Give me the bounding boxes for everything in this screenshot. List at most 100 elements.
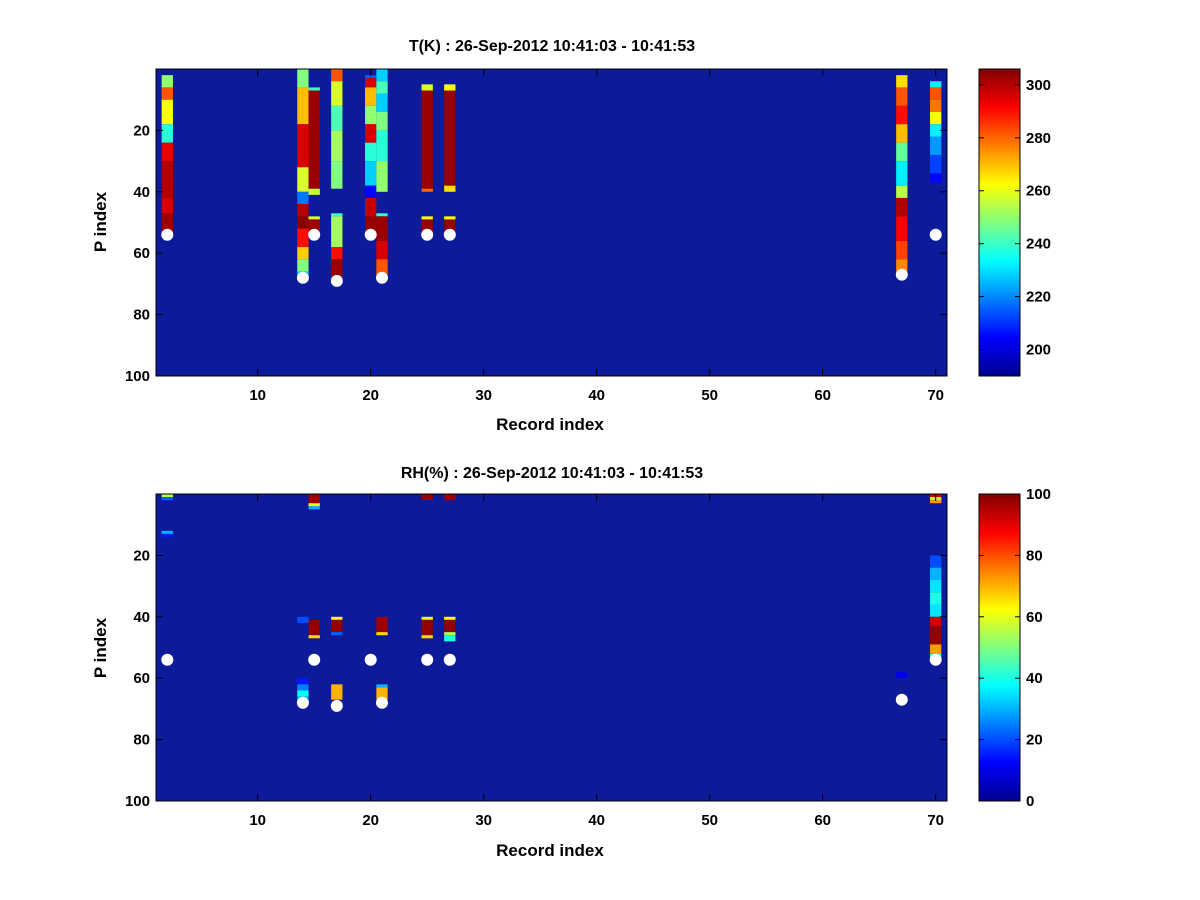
heatmap-cell	[896, 75, 908, 88]
heatmap-cell	[161, 533, 173, 537]
relative-humidity-cells	[161, 494, 942, 703]
heatmap-cell	[161, 87, 173, 100]
heatmap-cell	[376, 69, 388, 82]
heatmap-cell	[444, 616, 456, 620]
colorbar-tick-label: 280	[1026, 130, 1051, 147]
heatmap-cell	[930, 81, 942, 88]
colorbar-tick-label: 300	[1026, 77, 1051, 94]
x-tick-label: 20	[362, 387, 379, 404]
heatmap-cell	[297, 690, 309, 697]
x-tick-label: 50	[701, 812, 718, 829]
heatmap-cell	[896, 161, 908, 186]
heatmap-cell	[331, 81, 343, 106]
surface-marker	[421, 228, 434, 241]
heatmap-cell	[331, 247, 343, 260]
heatmap-cell	[896, 105, 908, 125]
heatmap-cell	[930, 111, 942, 125]
heatmap-cell	[365, 75, 377, 79]
heatmap-cell	[161, 161, 173, 198]
x-tick-label: 20	[362, 812, 379, 829]
surface-marker	[161, 653, 174, 666]
surface-marker	[330, 699, 343, 712]
x-tick-label: 50	[701, 387, 718, 404]
heatmap-cell	[161, 75, 173, 88]
temperature-y-ticks: 20 40 60 80 100	[125, 122, 947, 385]
heatmap-cell	[308, 506, 320, 510]
heatmap-cell	[161, 142, 173, 162]
heatmap-cell	[297, 191, 309, 205]
temperature-plot-area	[156, 69, 947, 376]
heatmap-cell	[421, 216, 433, 220]
surface-marker	[376, 271, 388, 284]
heatmap-cell	[930, 592, 942, 605]
relative-humidity-panel: RH(%) : 26-Sep-2012 10:41:03 - 10:41:53 …	[91, 465, 1051, 860]
heatmap-cell	[444, 84, 456, 91]
heatmap-cell	[365, 216, 377, 235]
heatmap-cell	[930, 136, 942, 155]
heatmap-cell	[308, 619, 320, 636]
heatmap-cell	[331, 619, 343, 633]
surface-marker	[376, 696, 388, 709]
heatmap-cell	[365, 161, 377, 186]
surface-marker	[443, 653, 456, 666]
surface-marker	[895, 693, 908, 706]
heatmap-cell	[331, 161, 343, 189]
heatmap-cell	[930, 579, 942, 593]
heatmap-cell	[896, 197, 908, 217]
colorbar-tick-label: 240	[1026, 236, 1051, 253]
heatmap-cell	[161, 99, 173, 125]
heatmap-cell	[376, 130, 388, 162]
colorbar-tick-label: 100	[1026, 486, 1051, 503]
heatmap-cell	[444, 632, 456, 636]
heatmap-cell	[308, 219, 320, 235]
heatmap-cell	[331, 213, 343, 217]
heatmap-cell	[421, 90, 433, 189]
heatmap-cell	[930, 604, 942, 617]
heatmap-cell	[365, 185, 377, 198]
temperature-cells	[161, 69, 942, 278]
heatmap-cell	[161, 213, 173, 232]
heatmap-cell	[297, 216, 309, 229]
heatmap-cell	[896, 240, 908, 260]
heatmap-cell	[376, 161, 388, 192]
heatmap-cell	[297, 684, 309, 691]
temperature-colorbar: 200 220 240 260 280 300	[978, 68, 1051, 377]
heatmap-cell	[930, 555, 942, 568]
heatmap-cell	[331, 69, 343, 82]
colorbar-tick-label: 0	[1026, 793, 1034, 810]
heatmap-cell	[331, 616, 343, 620]
heatmap-cell	[421, 616, 433, 620]
heatmap-cell	[930, 616, 942, 627]
heatmap-cell	[444, 185, 456, 192]
heatmap-cell	[421, 188, 433, 192]
heatmap-cell	[297, 124, 309, 168]
heatmap-cell	[376, 240, 388, 260]
surface-marker	[161, 228, 174, 241]
x-tick-label: 30	[475, 812, 492, 829]
heatmap-cell	[930, 124, 942, 137]
heatmap-cell	[376, 216, 388, 241]
heatmap-cell	[331, 684, 343, 700]
heatmap-cell	[331, 130, 343, 162]
heatmap-cell	[444, 90, 456, 186]
colorbar-tick-label: 220	[1026, 289, 1051, 306]
temperature-y-label: P index	[91, 191, 110, 252]
temperature-panel: T(K) : 26-Sep-2012 10:41:03 - 10:41:53 1…	[91, 38, 1051, 434]
surface-marker	[929, 653, 942, 666]
heatmap-cell	[930, 500, 942, 504]
x-tick-label: 40	[588, 812, 605, 829]
relative-humidity-markers	[161, 653, 942, 712]
heatmap-cell	[444, 619, 456, 633]
surface-marker	[364, 653, 377, 666]
surface-marker	[443, 228, 456, 241]
heatmap-cell	[376, 213, 388, 217]
heatmap-cell	[161, 197, 173, 214]
relative-humidity-y-ticks: 20 40 60 80 100	[125, 547, 947, 810]
heatmap-cell	[297, 247, 309, 260]
colorbar-tick-label: 80	[1026, 547, 1043, 564]
heatmap-cell	[376, 616, 388, 633]
surface-marker	[364, 228, 377, 241]
heatmap-cell	[376, 687, 388, 700]
y-tick-label: 80	[133, 307, 150, 324]
